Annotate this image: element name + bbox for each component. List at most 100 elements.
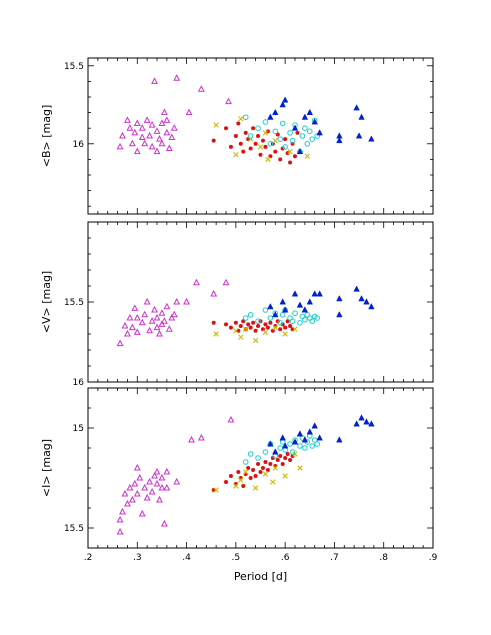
data-point-filled-triangle	[306, 298, 313, 305]
data-point-filled-circle	[283, 456, 288, 460]
data-point-filled-triangle	[336, 295, 343, 302]
data-point-open-circle	[277, 320, 284, 326]
data-point-open-circle	[302, 445, 308, 451]
data-point-filled-circle	[275, 319, 280, 324]
cross-stroke	[297, 465, 303, 471]
data-point-open-triangle	[126, 124, 134, 131]
data-point-open-triangle	[128, 495, 136, 503]
data-point-cross	[287, 148, 293, 155]
data-point-open-triangle	[160, 317, 168, 324]
data-point-filled-circle	[211, 138, 216, 143]
y-tick-label: 16	[73, 378, 85, 388]
data-point-filled-circle	[233, 320, 238, 325]
cross-stroke	[262, 471, 269, 477]
data-point-open-triangle	[148, 317, 156, 324]
data-point-open-triangle	[158, 139, 166, 147]
y-axis-title: <I> [mag]	[40, 439, 53, 497]
data-point-filled-triangle	[368, 303, 375, 310]
data-point-filled-triangle	[272, 108, 279, 116]
data-point-open-triangle	[210, 289, 218, 297]
y-axis-title: <B> [mag]	[40, 105, 53, 168]
data-point-filled-circle	[253, 141, 258, 146]
cross-stroke	[238, 477, 244, 483]
data-point-filled-triangle	[296, 430, 304, 437]
data-point-filled-circle	[246, 322, 251, 327]
data-point-filled-triangle	[281, 96, 289, 103]
data-point-cross	[233, 483, 239, 489]
data-point-cross	[213, 487, 219, 493]
data-point-cross	[262, 329, 269, 336]
cross-stroke	[272, 324, 278, 331]
data-point-filled-triangle	[267, 113, 274, 120]
x-tick-label: .7	[330, 553, 339, 563]
data-point-filled-circle	[241, 484, 246, 488]
data-point-filled-triangle	[353, 285, 360, 292]
data-point-filled-triangle	[279, 101, 286, 108]
data-point-filled-triangle	[301, 306, 309, 313]
data-point-open-triangle	[158, 309, 166, 316]
data-point-filled-triangle	[368, 420, 375, 427]
data-point-filled-circle	[248, 146, 253, 151]
data-point-open-circle	[242, 315, 249, 321]
y-tick-label: 15.5	[64, 298, 84, 308]
data-point-open-triangle	[143, 297, 151, 305]
data-point-open-triangle	[165, 144, 173, 151]
data-point-open-circle	[255, 125, 261, 131]
data-point-open-triangle	[222, 278, 230, 286]
data-point-open-triangle	[133, 119, 141, 127]
data-point-open-triangle	[138, 133, 146, 141]
data-point-cross	[272, 324, 278, 331]
cross-stroke	[252, 337, 259, 344]
cross-stroke	[282, 331, 288, 337]
data-point-open-circle	[314, 133, 320, 139]
data-point-open-triangle	[168, 133, 176, 141]
data-point-filled-circle	[228, 325, 233, 330]
data-point-open-triangle	[138, 318, 146, 326]
data-point-open-triangle	[138, 124, 146, 131]
data-point-open-circle	[262, 449, 269, 455]
data-point-filled-circle	[280, 146, 285, 151]
data-point-open-triangle	[116, 339, 124, 347]
data-point-open-triangle	[153, 467, 161, 475]
data-point-open-triangle	[151, 471, 158, 479]
data-point-open-triangle	[146, 131, 154, 139]
data-point-filled-circle	[268, 320, 273, 325]
data-point-open-triangle	[163, 302, 171, 310]
data-point-open-circle	[297, 443, 303, 449]
data-point-open-triangle	[163, 128, 171, 136]
data-point-open-triangle	[121, 321, 129, 329]
y-axis-title: <V> [mag]	[40, 271, 53, 333]
data-point-filled-triangle	[336, 311, 343, 318]
data-point-open-triangle	[119, 131, 126, 139]
data-point-open-triangle	[153, 313, 161, 321]
data-point-filled-circle	[211, 320, 216, 325]
data-point-cross	[233, 152, 239, 158]
data-point-cross	[238, 116, 244, 122]
data-point-open-triangle	[173, 74, 181, 81]
data-point-open-triangle	[173, 297, 181, 305]
data-point-filled-triangle	[353, 420, 360, 427]
data-point-filled-triangle	[279, 298, 286, 305]
data-point-open-triangle	[158, 483, 166, 491]
data-point-filled-circle	[260, 138, 265, 143]
data-point-open-triangle	[170, 124, 178, 131]
x-tick-label: .5	[232, 553, 241, 563]
data-point-open-triangle	[131, 304, 139, 311]
data-point-filled-triangle	[336, 436, 343, 443]
data-point-open-circle	[282, 144, 288, 150]
plot-frame	[87, 57, 434, 215]
data-point-open-triangle	[126, 313, 134, 321]
data-point-open-triangle	[124, 499, 131, 507]
data-point-filled-circle	[241, 149, 246, 154]
data-point-open-circle	[262, 119, 269, 125]
data-point-filled-circle	[236, 121, 241, 126]
data-point-open-triangle	[170, 310, 178, 318]
data-point-open-circle	[279, 312, 286, 318]
data-point-filled-triangle	[306, 108, 313, 116]
data-point-cross	[252, 485, 259, 491]
data-point-cross	[243, 326, 249, 332]
data-point-filled-circle	[258, 470, 263, 474]
data-point-cross	[257, 144, 264, 150]
data-point-filled-circle	[248, 325, 253, 330]
data-point-open-triangle	[148, 487, 156, 495]
